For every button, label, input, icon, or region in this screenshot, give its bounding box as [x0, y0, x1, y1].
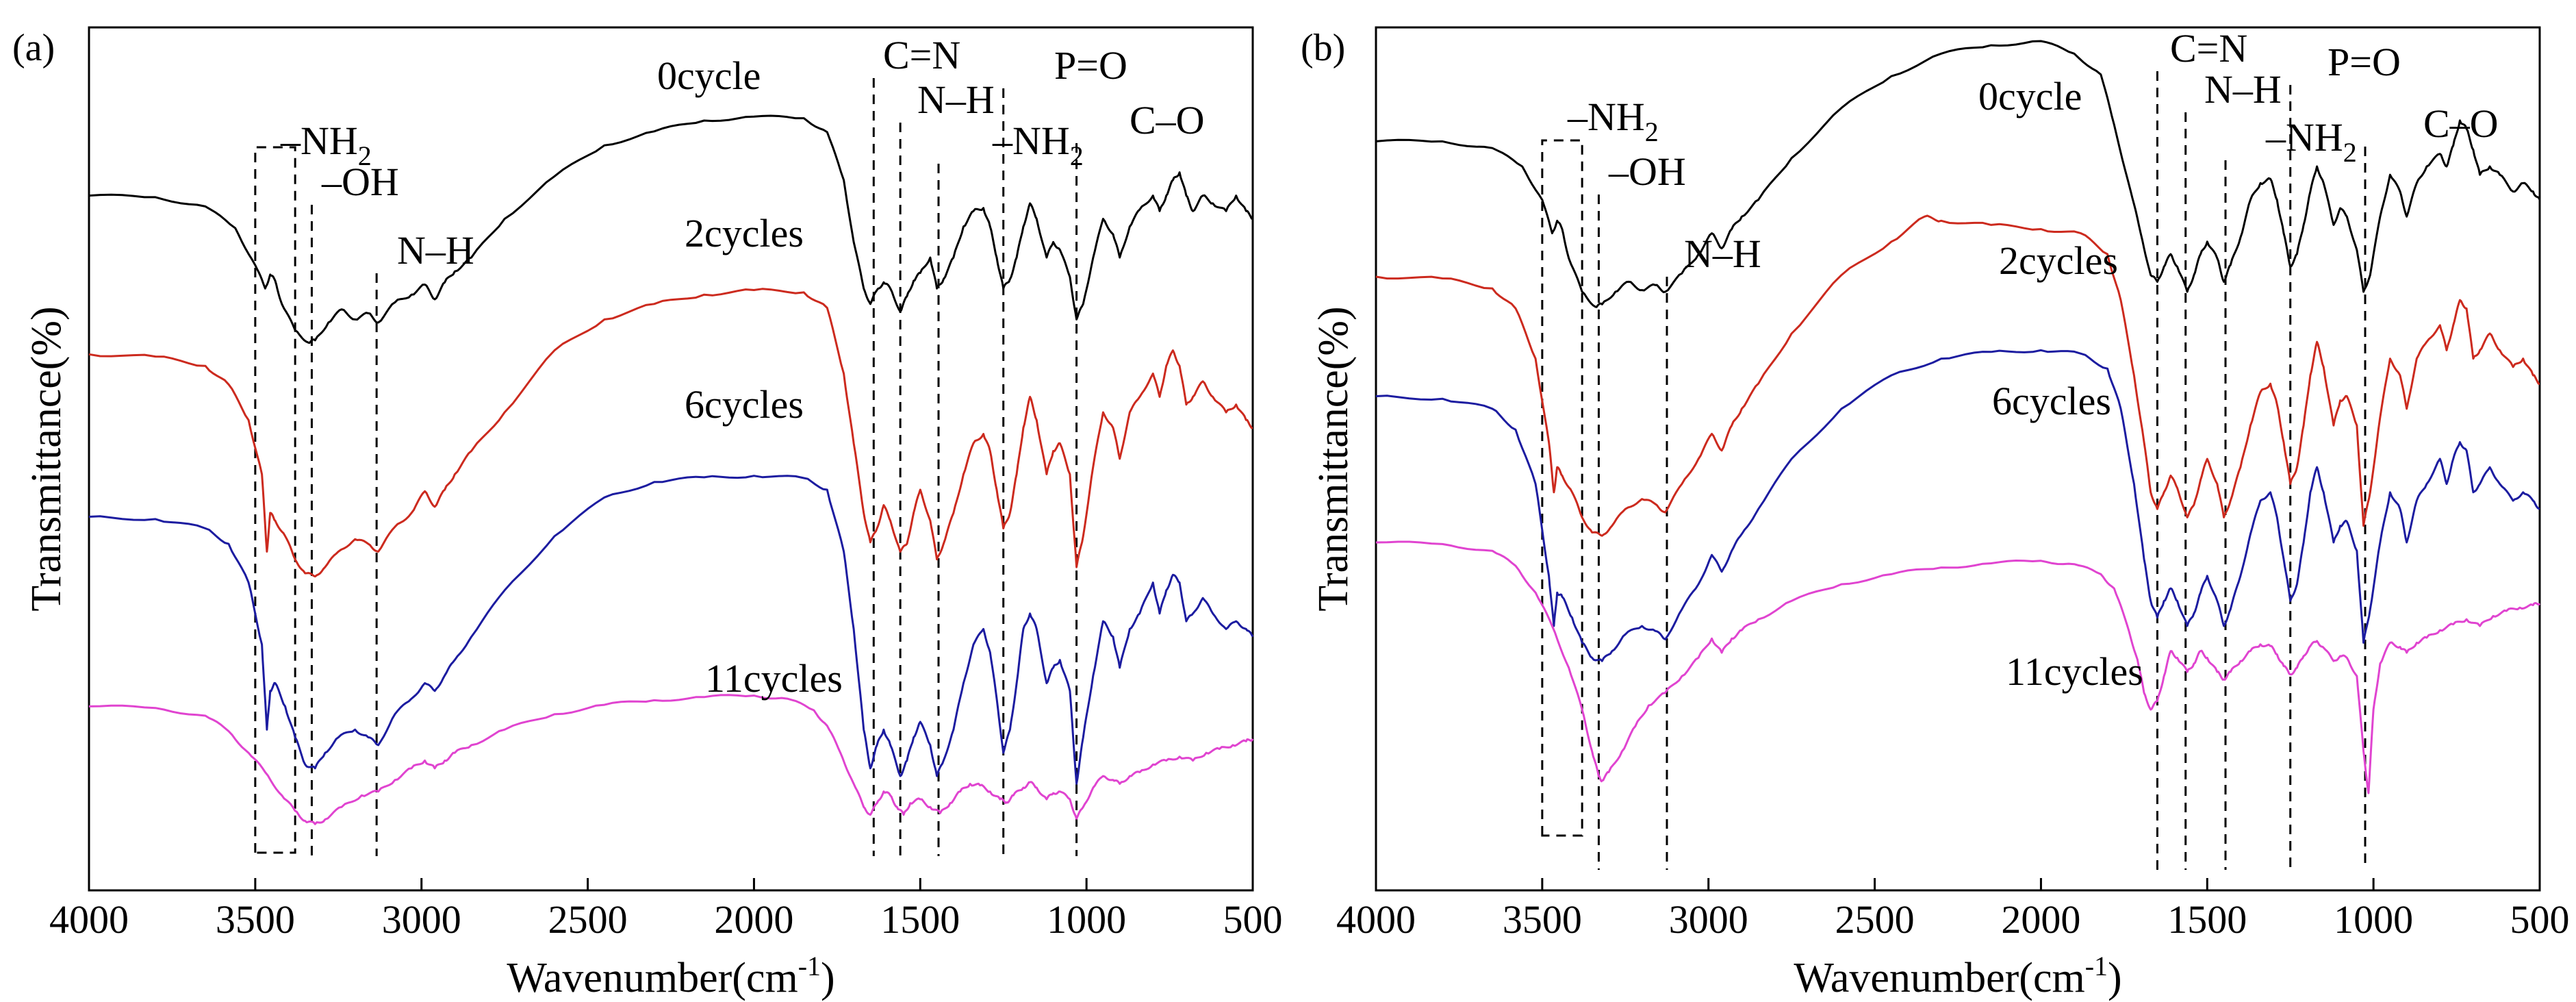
series-label-6cycles: 6cycles: [685, 382, 804, 427]
spectrum-11cycles: [88, 694, 1254, 825]
x-ticks: 4000 3500 3000 2500 2000 1500 1000 500: [1336, 878, 2570, 942]
band-label: –OH: [1608, 149, 1686, 194]
x-axis-title: Wavenumber(cm-1): [1794, 951, 2121, 1001]
plot-frame: [88, 26, 1254, 892]
spectrum-6cycles: [1375, 349, 2540, 662]
series-labels: 0cycle 2cycles 6cycles 11cycles: [1978, 74, 2143, 694]
band-marker-lines: [254, 78, 1078, 856]
x-tick-label: 3000: [382, 897, 461, 942]
x-tick-label: 1500: [2167, 897, 2247, 942]
nh2-dashed-box: [254, 146, 296, 854]
x-tick-label: 3000: [1669, 897, 1748, 942]
panel-a: (a) 4000 3500 3000 2500 2000 1500 1000 500 –NH2…: [12, 26, 1283, 1001]
spectrum-0cycle: [88, 114, 1253, 345]
spectrum-0cycle: [1375, 40, 2541, 308]
x-tick-label: 1000: [2334, 897, 2413, 942]
x-axis-title: Wavenumber(cm-1): [507, 951, 834, 1001]
band-label: C–O: [2423, 101, 2499, 146]
x-ticks: 4000 3500 3000 2500 2000 1500 1000 500: [49, 878, 1283, 942]
panel-label: (b): [1301, 27, 1345, 69]
band-label: N–H: [2204, 67, 2282, 112]
x-tick-label: 2000: [2001, 897, 2080, 942]
band-label: –OH: [321, 160, 399, 204]
x-tick-label: 3500: [216, 897, 295, 942]
band-label: N–H: [1684, 231, 1761, 276]
band-label: –NH2: [280, 118, 372, 171]
spectrum-6cycles: [88, 475, 1254, 785]
band-label: N–H: [397, 228, 474, 273]
series-label-2cycles: 2cycles: [1999, 238, 2118, 283]
panel-b: (b) 4000 3500 3000 2500 2000 1500 1000 500 –NH2…: [1301, 26, 2570, 1001]
band-label: N–H: [917, 77, 995, 122]
series-labels: 0cycle 2cycles 6cycles 11cycles: [657, 53, 843, 701]
band-label: –NH2: [1567, 95, 1659, 147]
x-tick-label: 2500: [1835, 897, 1915, 942]
spectra: [88, 114, 1254, 825]
series-label-6cycles: 6cycles: [1992, 379, 2111, 423]
band-label: C=N: [2170, 26, 2247, 71]
band-label: P=O: [2328, 40, 2401, 84]
series-label-0cycle: 0cycle: [1978, 74, 2082, 118]
spectra: [1375, 40, 2541, 794]
x-tick-label: 1000: [1047, 897, 1126, 942]
x-tick-label: 2500: [548, 897, 628, 942]
spectrum-11cycles: [1375, 540, 2541, 794]
spectrum-2cycles: [88, 288, 1253, 578]
series-label-2cycles: 2cycles: [685, 211, 804, 255]
plot-frame: [1375, 26, 2541, 892]
series-label-11cycles: 11cycles: [2006, 649, 2143, 694]
x-tick-label: 4000: [1336, 897, 1416, 942]
panel-label: (a): [12, 27, 55, 69]
series-label-0cycle: 0cycle: [657, 53, 761, 98]
x-tick-label: 3500: [1503, 897, 1582, 942]
band-label: C=N: [883, 33, 960, 77]
x-tick-label: 500: [2510, 897, 2570, 942]
x-tick-label: 500: [1223, 897, 1283, 942]
series-label-11cycles: 11cycles: [705, 656, 843, 701]
y-axis-title: Transmittance(%): [1310, 306, 1357, 611]
nh2-dashed-box: [1541, 139, 1583, 837]
band-label: P=O: [1054, 43, 1127, 88]
x-tick-label: 2000: [714, 897, 793, 942]
band-label: –NH2: [992, 118, 1084, 171]
spectrum-2cycles: [1375, 214, 2540, 537]
band-label: C–O: [1130, 98, 1205, 142]
y-axis-title: Transmittance(%): [23, 306, 70, 611]
x-tick-label: 1500: [880, 897, 960, 942]
x-tick-label: 4000: [49, 897, 129, 942]
band-label: –NH2: [2265, 115, 2357, 168]
